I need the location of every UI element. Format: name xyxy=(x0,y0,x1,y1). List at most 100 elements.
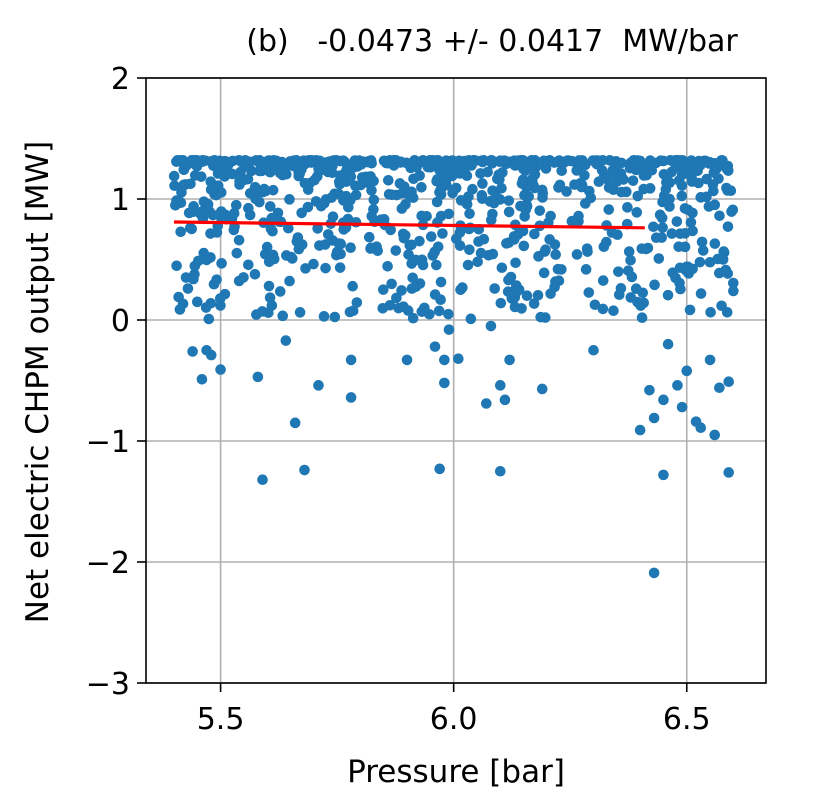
data-point xyxy=(477,178,488,189)
data-point xyxy=(345,354,357,366)
data-point xyxy=(453,353,464,365)
data-point xyxy=(552,263,564,275)
data-point xyxy=(189,170,201,181)
data-point xyxy=(561,186,572,197)
data-point xyxy=(727,204,739,216)
y-axis-label: Net electric CHPM output [MW] xyxy=(20,141,56,623)
data-point xyxy=(601,236,612,248)
data-point xyxy=(386,278,397,290)
data-point xyxy=(326,192,337,203)
data-point xyxy=(703,201,715,212)
data-point xyxy=(675,155,687,166)
data-point xyxy=(185,178,196,190)
data-point xyxy=(175,197,187,208)
data-point xyxy=(534,205,546,216)
data-point xyxy=(306,155,318,166)
data-point xyxy=(433,305,445,317)
data-point xyxy=(481,398,492,409)
data-point xyxy=(450,182,462,194)
data-point xyxy=(631,207,643,218)
data-point xyxy=(641,169,652,181)
data-point xyxy=(697,245,709,256)
data-point xyxy=(414,235,425,247)
data-point xyxy=(310,196,322,207)
data-point xyxy=(176,187,187,198)
data-point xyxy=(503,237,515,249)
data-point xyxy=(630,164,642,176)
data-point xyxy=(684,304,696,316)
data-point xyxy=(350,189,362,201)
data-point xyxy=(296,207,307,219)
data-point xyxy=(397,228,409,240)
data-point xyxy=(368,194,380,206)
data-point xyxy=(375,214,387,225)
data-point xyxy=(589,299,601,311)
data-point xyxy=(687,207,698,219)
y-tick-label: 0 xyxy=(111,304,130,339)
data-point xyxy=(175,226,186,238)
data-point xyxy=(215,206,227,217)
data-point xyxy=(408,173,419,185)
data-point xyxy=(532,289,544,301)
data-point xyxy=(188,201,199,212)
data-point xyxy=(658,394,669,406)
data-point xyxy=(410,254,422,266)
data-point xyxy=(622,202,633,213)
data-point xyxy=(696,236,708,248)
data-point xyxy=(429,246,440,258)
data-point xyxy=(657,196,668,208)
data-point xyxy=(200,155,211,166)
data-point xyxy=(322,229,334,240)
data-point xyxy=(517,225,529,237)
data-point xyxy=(366,210,378,222)
data-point xyxy=(434,463,445,475)
data-point xyxy=(181,160,192,171)
data-point xyxy=(519,189,530,201)
data-point xyxy=(499,394,511,406)
data-point xyxy=(571,165,583,176)
data-point xyxy=(635,300,646,311)
data-point xyxy=(219,171,230,182)
data-point xyxy=(439,377,450,389)
data-point xyxy=(550,276,561,287)
data-point xyxy=(189,260,201,272)
data-point xyxy=(382,261,393,272)
data-point xyxy=(405,162,417,174)
data-point xyxy=(425,161,436,173)
data-point xyxy=(345,171,357,182)
data-point xyxy=(347,280,358,292)
data-point xyxy=(656,212,668,224)
data-point xyxy=(497,167,508,178)
data-point xyxy=(355,179,366,191)
data-point xyxy=(513,284,525,296)
data-point xyxy=(293,167,304,178)
x-axis-ticks: 5.5 6.0 6.5 xyxy=(197,683,711,737)
data-point xyxy=(263,280,275,292)
data-point xyxy=(516,178,528,189)
data-point xyxy=(475,168,486,179)
data-point xyxy=(289,417,301,429)
data-point xyxy=(662,289,674,301)
data-point xyxy=(342,213,354,225)
data-point xyxy=(472,256,483,268)
data-point xyxy=(581,243,593,254)
data-point xyxy=(597,303,609,315)
data-point xyxy=(653,253,665,264)
data-point xyxy=(443,324,455,335)
data-point xyxy=(528,298,540,309)
data-point xyxy=(723,376,735,388)
data-point xyxy=(634,424,646,436)
data-point xyxy=(625,292,637,303)
data-point xyxy=(260,185,272,197)
data-point xyxy=(313,163,324,175)
data-point xyxy=(378,284,389,295)
data-point xyxy=(487,185,498,196)
data-point xyxy=(681,365,693,377)
data-point xyxy=(435,184,447,195)
data-point xyxy=(615,283,627,294)
data-point xyxy=(596,164,608,176)
data-point xyxy=(182,283,194,294)
data-point xyxy=(569,179,580,190)
data-point xyxy=(200,302,212,313)
